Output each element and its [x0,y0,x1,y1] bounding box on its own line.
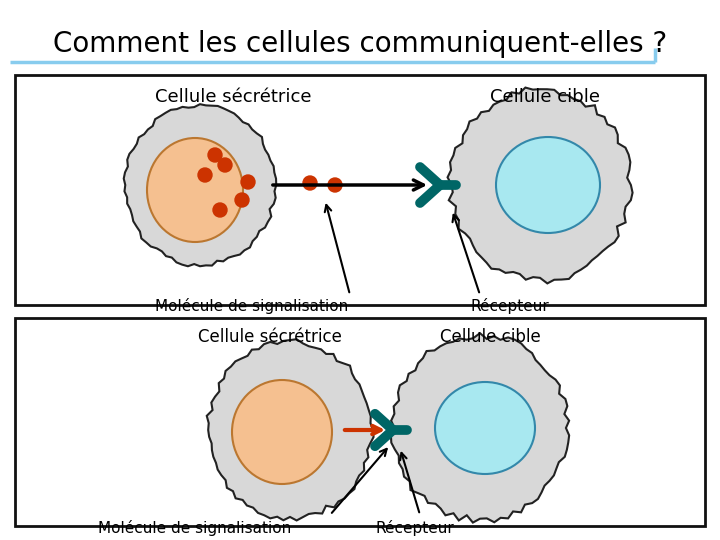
Text: Cellule cible: Cellule cible [440,328,541,346]
Circle shape [241,175,255,189]
Circle shape [208,148,222,162]
Circle shape [303,176,317,190]
Polygon shape [448,87,633,284]
Text: Molécule de signalisation: Molécule de signalisation [155,298,348,314]
Polygon shape [207,339,374,521]
Text: Récepteur: Récepteur [376,520,454,536]
Bar [15,318,705,526]
Circle shape [218,158,232,172]
Text: Récepteur: Récepteur [470,298,549,314]
Text: Cellule sécrétrice: Cellule sécrétrice [155,88,312,106]
Polygon shape [391,333,569,523]
Text: Comment les cellules communiquent-elles ?: Comment les cellules communiquent-elles … [53,30,667,58]
Circle shape [198,168,212,182]
Circle shape [235,193,249,207]
Text: Cellule cible: Cellule cible [490,88,600,106]
Circle shape [213,203,227,217]
Ellipse shape [232,380,332,484]
Polygon shape [124,104,276,266]
Text: Molécule de signalisation: Molécule de signalisation [99,520,292,536]
Ellipse shape [496,137,600,233]
Ellipse shape [147,138,243,242]
Circle shape [328,178,342,192]
Bar [15,75,705,305]
Text: Cellule sécrétrice: Cellule sécrétrice [198,328,342,346]
Ellipse shape [435,382,535,474]
